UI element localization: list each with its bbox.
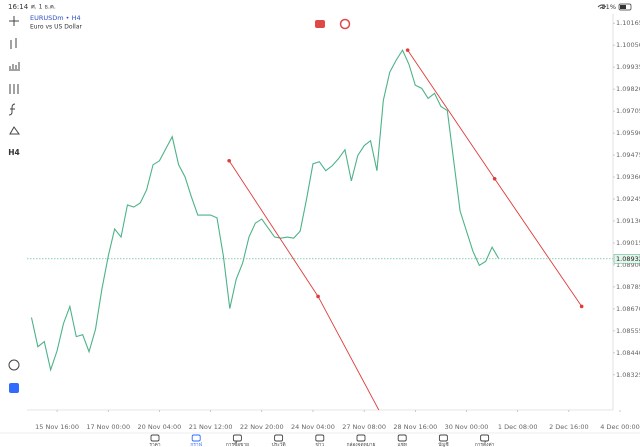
nav-icon: [150, 434, 160, 442]
buy-button[interactable]: [339, 18, 351, 30]
wifi-icon: [597, 4, 607, 9]
nav-item[interactable]: กราฟ: [190, 442, 202, 447]
trend-anchor: [492, 176, 497, 181]
x-tick-label: 27 Nov 08:00: [342, 423, 386, 431]
nav-item[interactable]: แชท: [397, 442, 407, 447]
nav-icon: [191, 434, 201, 442]
y-tick-label: 1.08325: [616, 371, 640, 379]
x-tick-label: 1 Dec 08:00: [498, 423, 538, 431]
shapes-tool[interactable]: [9, 126, 20, 135]
nav-icon: [356, 434, 366, 442]
trend-anchor: [316, 294, 320, 299]
nav-item[interactable]: ประวัติ: [272, 442, 286, 447]
y-tick-label: 1.08440: [616, 349, 640, 357]
nav-item[interactable]: กล่องจดหมาย: [347, 442, 376, 447]
left-toolbar: H4: [8, 16, 20, 393]
symbol[interactable]: EURUSDm • H4: [30, 14, 81, 22]
x-tick-label: 20 Nov 04:00: [138, 423, 182, 431]
plot-area: [30, 48, 584, 410]
trend-anchor: [579, 304, 584, 309]
chart: 1.10165 1.10050 1.09935 1.09820 1.09705 1.095…: [27, 14, 640, 431]
nav-icon: [438, 434, 448, 442]
function-tool[interactable]: [8, 103, 16, 116]
x-tick-label: 17 Nov 00:00: [86, 423, 130, 431]
status-battery: 51%: [602, 3, 616, 11]
nav-icon: [315, 434, 325, 442]
nav-item[interactable]: บัญชี: [438, 441, 449, 447]
y-tick-label: 1.09130: [616, 217, 640, 225]
nav-item[interactable]: การซื้อขาย: [226, 440, 249, 447]
nav-icon: [274, 434, 284, 442]
y-tick-label: 1.09015: [616, 239, 640, 247]
nav-icon: [397, 434, 407, 442]
y-tick-label: 1.09705: [616, 107, 640, 115]
chart-type-tool[interactable]: [10, 38, 17, 49]
y-tick-label: 1.09935: [616, 63, 640, 71]
sell-button[interactable]: [315, 20, 325, 28]
symbol-description: Euro vs US Dollar: [30, 24, 83, 31]
x-tick-label: 22 Nov 20:00: [240, 423, 284, 431]
status-time: 16:14: [8, 3, 29, 11]
nav-item[interactable]: ราคา: [149, 442, 160, 447]
y-tick-label: 1.09360: [616, 173, 640, 181]
nav-icon: [480, 434, 490, 442]
indicators-tool[interactable]: [9, 62, 20, 71]
crosshair-tool[interactable]: [9, 16, 19, 26]
bottom-nav: ราคา กราฟ การซื้อขาย ประวัติ ข่าว กล่องจดหมาย…: [149, 434, 495, 447]
x-tick-label: 15 Nov 16:00: [35, 423, 79, 431]
x-tick-label: 30 Nov 00:00: [445, 423, 489, 431]
y-tick-label: 1.08555: [616, 327, 640, 335]
trade-tool[interactable]: [9, 383, 19, 393]
y-tick-label: 1.10050: [616, 41, 640, 49]
x-tick-label: 4 Dec 00:00: [600, 423, 640, 431]
y-tick-label: 1.08900: [616, 261, 640, 269]
x-tick-label: 28 Nov 16:00: [393, 423, 437, 431]
y-tick-label: 1.09245: [616, 195, 640, 203]
nav-item[interactable]: การตั้งค่า: [475, 440, 495, 447]
y-tick-label: 1.10165: [616, 19, 640, 27]
price-line: [30, 48, 499, 372]
y-tick-label: 1.08670: [616, 305, 640, 313]
battery-level: [620, 5, 626, 9]
y-tick-label: 1.08785: [616, 283, 640, 291]
signal-tool[interactable]: [8, 359, 20, 371]
nav-icon: [232, 434, 242, 442]
current-price-box: [613, 254, 640, 264]
timeframe[interactable]: H4: [8, 148, 20, 157]
x-tick-label: 21 Nov 12:00: [189, 423, 233, 431]
objects-tool[interactable]: [9, 84, 19, 94]
trend-line: [228, 160, 380, 410]
trend-anchor: [227, 158, 231, 163]
y-tick-label: 1.09590: [616, 129, 640, 137]
y-tick-label: 1.09820: [616, 85, 640, 93]
current-price-label: 1.08932: [616, 255, 640, 263]
trend-anchor: [405, 48, 410, 52]
status-date: ศ. 1 ธ.ค.: [31, 4, 56, 11]
x-tick-label: 24 Nov 04:00: [291, 423, 335, 431]
nav-item[interactable]: ข่าว: [315, 442, 324, 447]
y-tick-label: 1.09475: [616, 151, 640, 159]
x-tick-label: 2 Dec 16:00: [549, 423, 589, 431]
battery-icon: [618, 3, 632, 11]
